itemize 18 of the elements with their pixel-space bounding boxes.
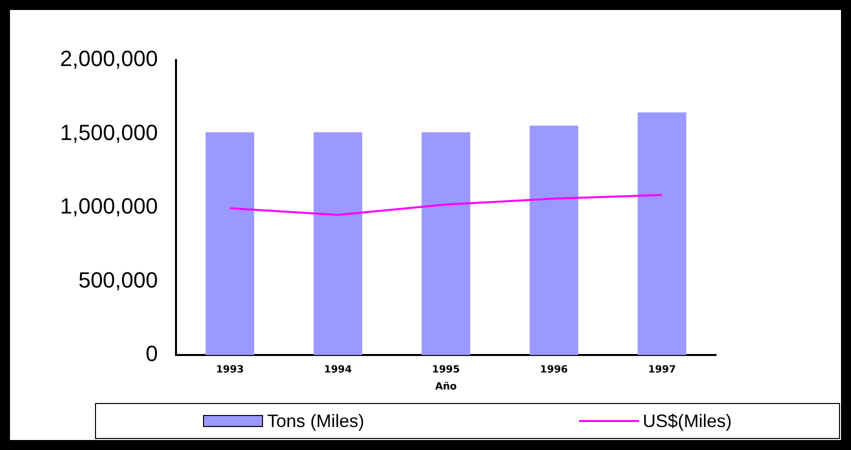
bar [530, 126, 578, 355]
y-tick-label: 2,000,000 [60, 46, 158, 72]
bar [422, 132, 470, 355]
legend-label: Tons (Miles) [267, 410, 364, 432]
x-axis-title: Año [435, 382, 457, 393]
x-tick-label: 1995 [432, 364, 460, 376]
x-tick-label: 1997 [648, 364, 676, 376]
bar [206, 132, 254, 355]
bar [638, 112, 686, 355]
y-tick-label: 1,500,000 [60, 120, 158, 145]
y-tick-label: 500,000 [78, 267, 158, 292]
bar [314, 132, 362, 355]
x-tick-label: 1993 [216, 364, 244, 376]
x-tick-label: 1996 [540, 364, 568, 376]
y-tick-label: 1,000,000 [60, 194, 158, 219]
legend-label: US$(Miles) [642, 410, 732, 432]
y-tick-label: 0 [146, 341, 158, 366]
x-tick-label: 1994 [324, 364, 352, 376]
